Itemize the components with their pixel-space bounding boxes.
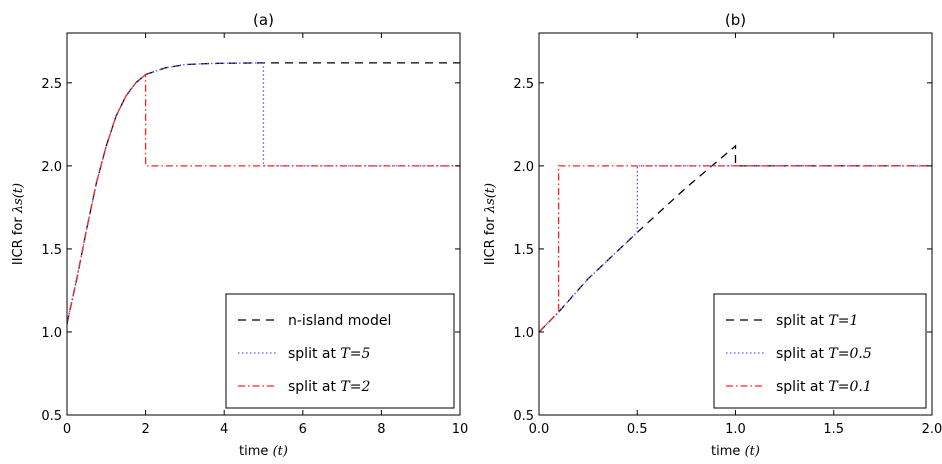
- series-line-1: [67, 62, 460, 324]
- series-line-3: [67, 73, 460, 324]
- x-tick-label: 1.5: [823, 422, 844, 437]
- plot-frame: [66, 32, 461, 416]
- series-group: [67, 62, 460, 324]
- x-tick-label: 0.5: [627, 422, 648, 437]
- series-group: [539, 144, 932, 333]
- series-line-2: [67, 62, 460, 324]
- y-tick-label: 1.5: [41, 243, 62, 258]
- y-tick-label: 2.0: [41, 160, 62, 175]
- legend: n-island model split at T=5 split at T=2: [225, 293, 455, 409]
- x-axis-label: time (t): [239, 444, 288, 459]
- legend-label: split at T=5: [288, 346, 370, 362]
- y-tick-label: 0.5: [41, 409, 62, 424]
- legend-box: [225, 293, 455, 409]
- y-axis-label: IICR for λs(t): [483, 183, 498, 265]
- legend-label: split at T=0.5: [776, 346, 872, 362]
- x-tick-label: 1.0: [725, 422, 746, 437]
- legend-box: [713, 293, 927, 409]
- y-tick-label: 1.0: [513, 326, 534, 341]
- series-line-3: [539, 165, 932, 333]
- legend-label: split at T=2: [288, 379, 370, 395]
- x-tick-label: 0: [63, 422, 71, 437]
- x-tick-label: 6: [299, 422, 307, 437]
- x-axis-label: time (t): [711, 444, 760, 459]
- x-tick-label: 2: [141, 422, 149, 437]
- x-tick-label: 0.0: [529, 422, 550, 437]
- legend: split at T=1 split at T=0.5 split at T=0.1: [713, 293, 927, 409]
- x-tick-label: 10: [452, 422, 469, 437]
- y-tick-label: 2.5: [41, 77, 62, 92]
- series-line-2: [539, 165, 932, 333]
- legend-label: split at T=0.1: [776, 379, 872, 395]
- y-tick-label: 1.0: [41, 326, 62, 341]
- y-tick-label: 2.0: [513, 160, 534, 175]
- y-tick-label: 2.5: [513, 77, 534, 92]
- y-axis-label: IICR for λs(t): [11, 183, 26, 265]
- x-tick-label: 2.0: [922, 422, 942, 437]
- x-tick-label: 4: [220, 422, 228, 437]
- chart-title: (a): [253, 11, 274, 29]
- legend-label: n-island model: [288, 313, 391, 329]
- panel-a: (a) 0 2 4 6 8 10 0.5 1.0 1.5 2.0 2.5 time (t) IICR fo…: [11, 11, 468, 459]
- y-tick-label: 0.5: [513, 409, 534, 424]
- y-tick-label: 1.5: [513, 243, 534, 258]
- chart-title: (b): [725, 11, 746, 29]
- legend-label: split at T=1: [776, 313, 858, 329]
- x-tick-label: 8: [377, 422, 385, 437]
